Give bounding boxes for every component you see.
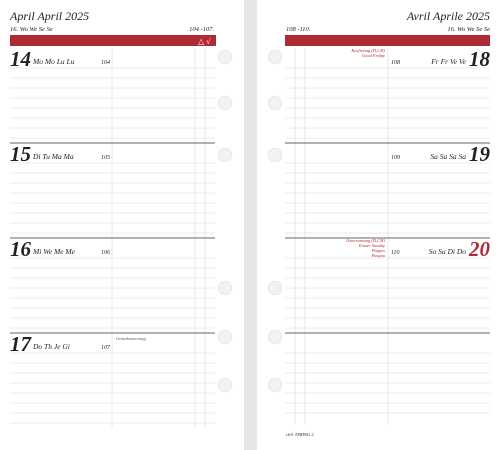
- punch-hole: [217, 329, 233, 345]
- right-page: [257, 0, 500, 450]
- weekday-names: So Su Di Do: [429, 247, 467, 256]
- red-bar: [10, 35, 216, 46]
- punch-hole: [217, 95, 233, 111]
- day-number: 16: [10, 237, 32, 261]
- punch-hole: [267, 329, 283, 345]
- weekday-names: Di Tu Ma Ma: [32, 152, 74, 161]
- note: Good Friday: [362, 53, 385, 58]
- day-of-year: 107: [101, 345, 111, 351]
- day-number: 17: [10, 332, 33, 356]
- day-of-year: 110: [391, 250, 400, 256]
- day-range: 108 -110.: [286, 26, 311, 33]
- punch-hole: [267, 377, 283, 393]
- bar-symbols: △ √: [198, 37, 211, 46]
- punch-hole: [217, 49, 233, 65]
- note: Karfreitag (D,CH): [350, 48, 385, 54]
- day-of-year: 104: [101, 59, 110, 66]
- week: 16. Wo We Se Se: [447, 26, 490, 33]
- day-number: 20: [468, 237, 491, 261]
- day-of-year: 108: [391, 60, 400, 66]
- note: Pasqua: [371, 253, 386, 258]
- month-title: April April 2025: [9, 9, 89, 23]
- day-of-year: 106: [101, 250, 110, 256]
- weekday-names: Mi We Me Me: [32, 247, 76, 256]
- weekday-names: Mo Mo Lu Lu: [32, 57, 75, 66]
- note: Pâques: [371, 248, 385, 253]
- punch-hole: [267, 280, 283, 296]
- punch-hole: [217, 147, 233, 163]
- day-number: 18: [469, 47, 491, 71]
- punch-hole: [267, 147, 283, 163]
- red-bar: [285, 35, 490, 46]
- punch-hole: [267, 49, 283, 65]
- day-number: 14: [10, 47, 31, 71]
- weekday-names: Sa Sa Sa Sa: [430, 152, 466, 161]
- note: Easter Sunday: [358, 243, 385, 248]
- note: Gründonnerstag: [116, 336, 147, 341]
- day-number: 15: [10, 142, 31, 166]
- day-of-year: 109: [391, 155, 400, 161]
- weekday-names: Do Th Je Gi: [32, 342, 70, 351]
- weekday-names: Fr Fr Ve Ve: [430, 57, 466, 66]
- footer: ch® TIMING 2: [286, 432, 314, 437]
- week: 16. Wo We Se Se: [10, 26, 53, 33]
- punch-hole: [267, 95, 283, 111]
- day-number: 19: [469, 142, 491, 166]
- day-range: 104 -107.: [189, 26, 214, 33]
- note: Ostersonntag (D,CH): [346, 238, 386, 244]
- day-of-year: 105: [101, 155, 110, 161]
- punch-hole: [217, 377, 233, 393]
- left-page: [0, 0, 244, 450]
- punch-hole: [217, 280, 233, 296]
- month-title: Avril Aprile 2025: [406, 9, 490, 23]
